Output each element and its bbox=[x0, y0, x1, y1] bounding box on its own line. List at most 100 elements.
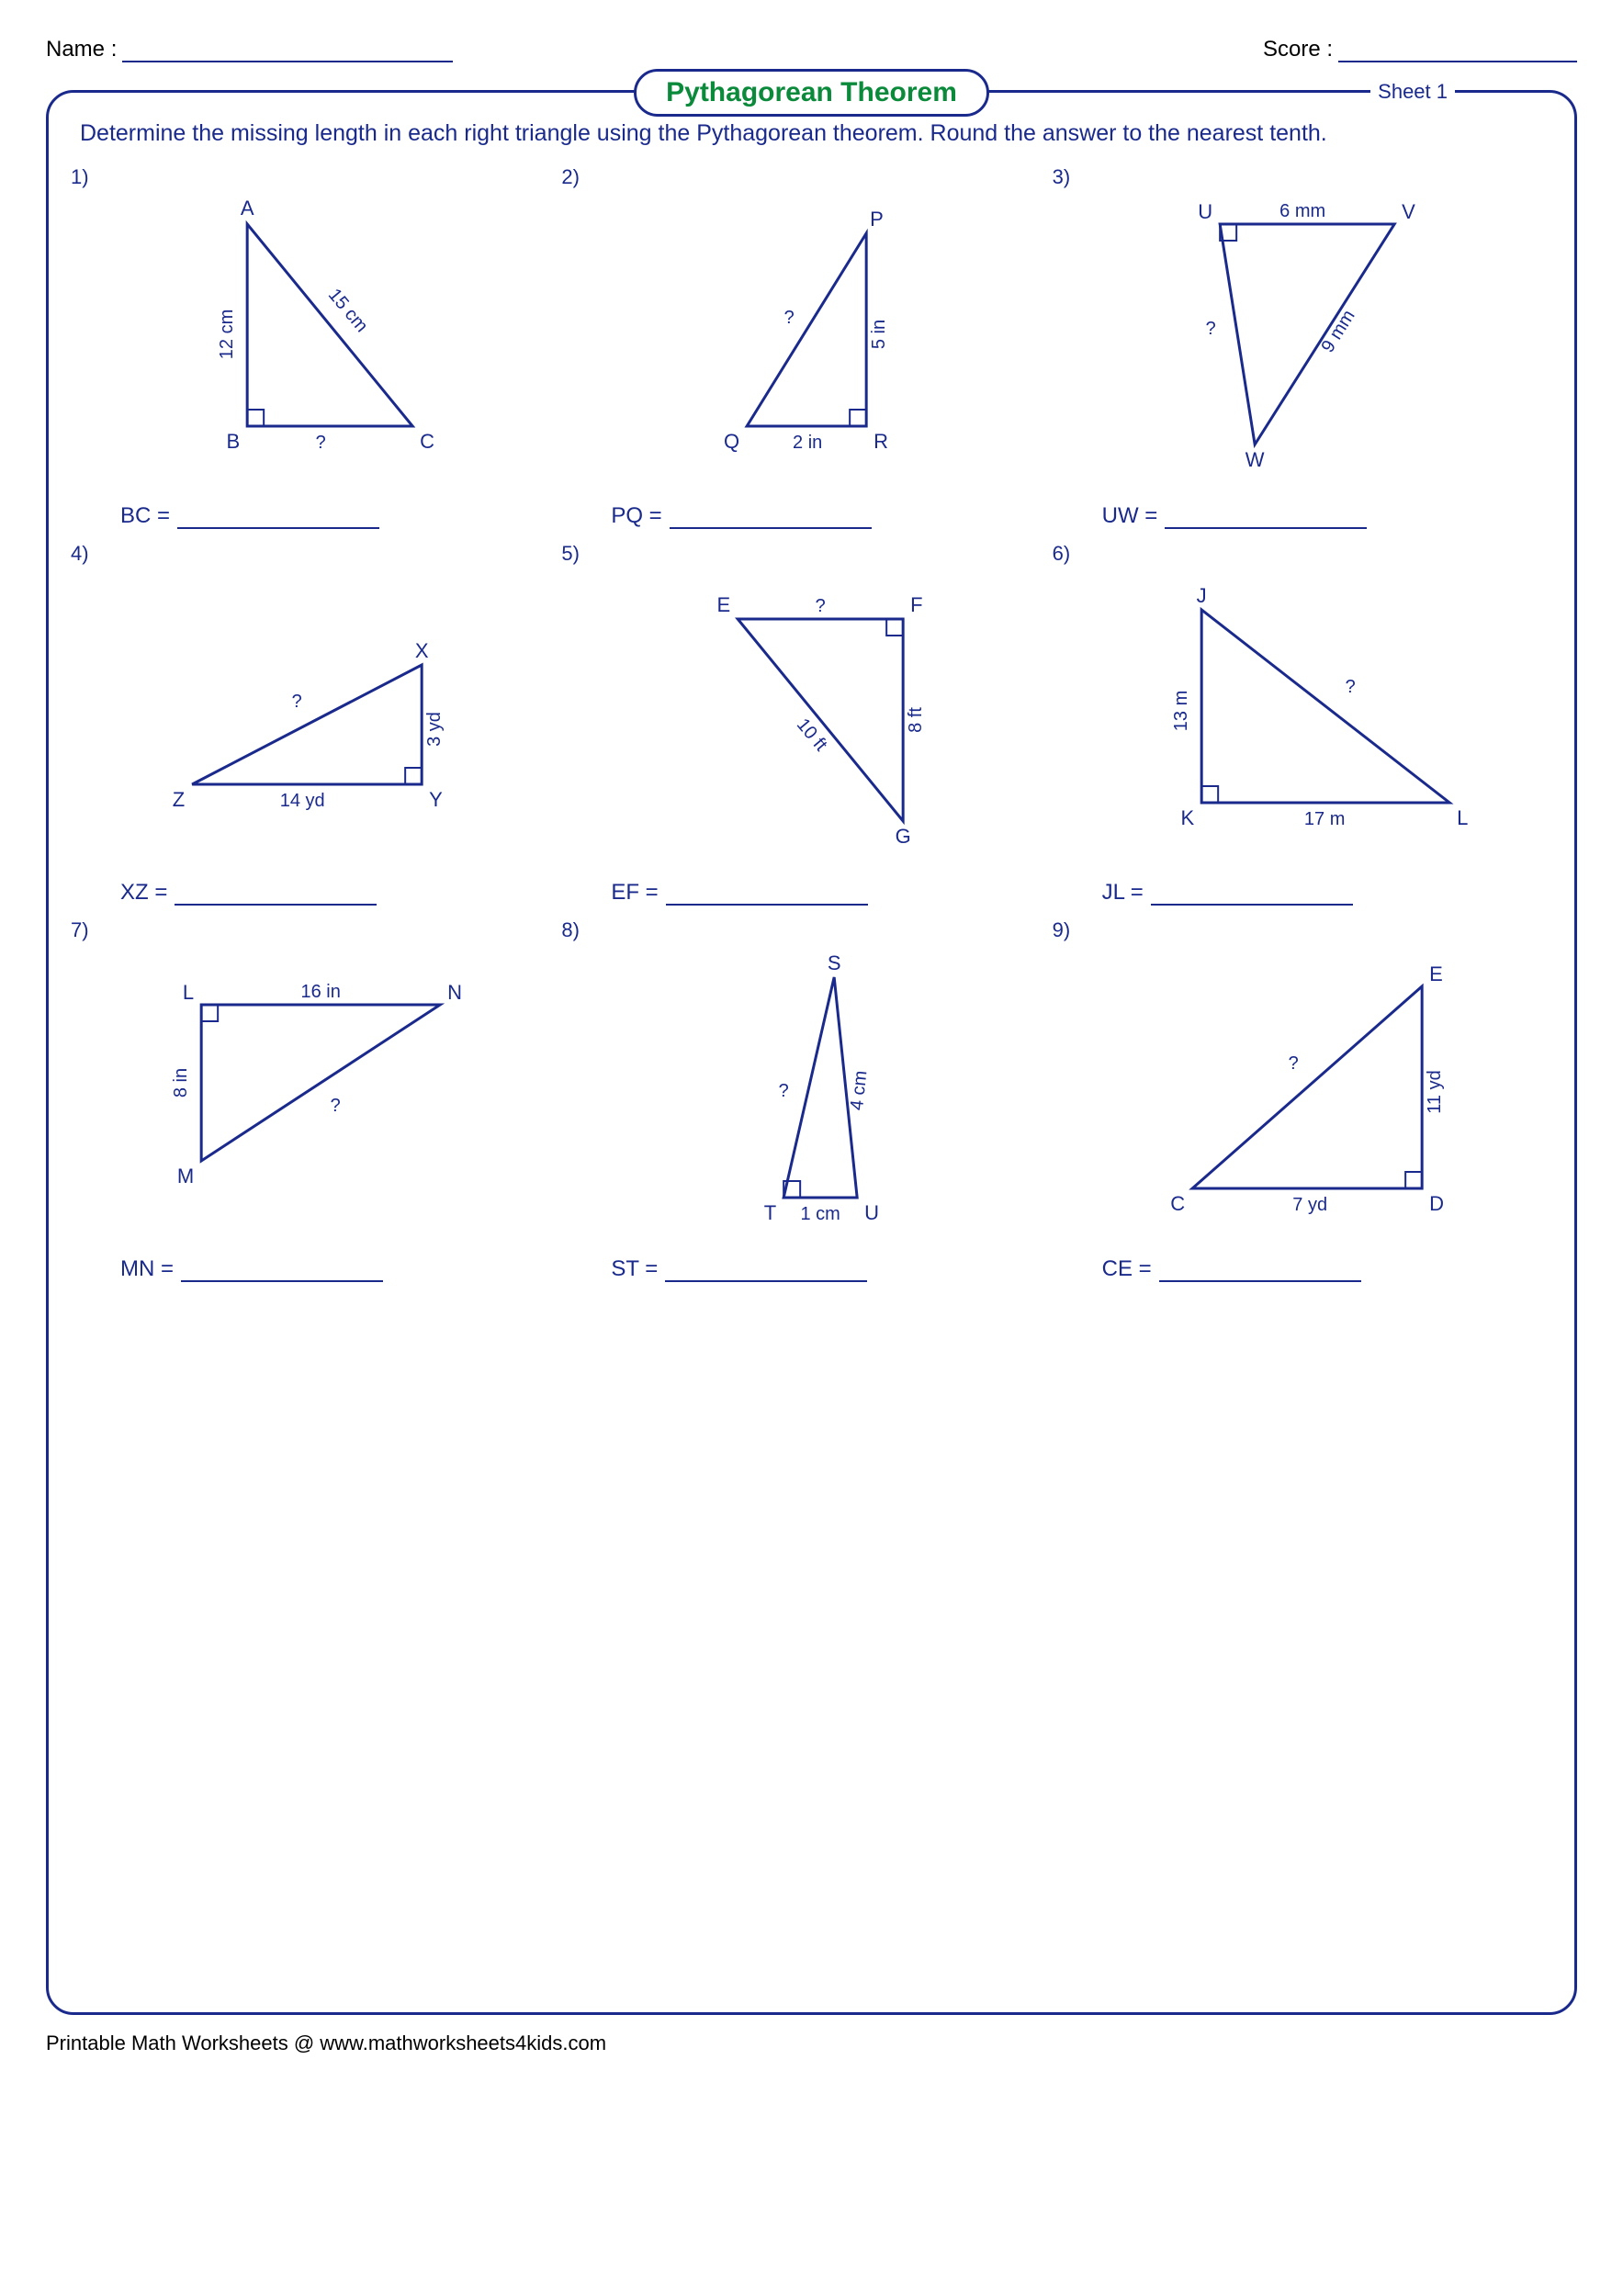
answer-row: XZ = bbox=[84, 880, 558, 906]
svg-text:?: ? bbox=[1345, 677, 1355, 697]
score-blank-line[interactable] bbox=[1338, 40, 1577, 62]
answer-label: CE = bbox=[1102, 1256, 1152, 1281]
svg-text:4 cm: 4 cm bbox=[847, 1070, 871, 1111]
svg-text:11 yd: 11 yd bbox=[1425, 1070, 1445, 1113]
problem-cell: 9) E D C 11 yd 7 yd ? CE = bbox=[1062, 918, 1543, 1286]
svg-text:F: F bbox=[910, 593, 922, 616]
answer-blank[interactable] bbox=[175, 884, 377, 906]
name-blank-line[interactable] bbox=[122, 40, 453, 62]
triangle-diagram: S T U 4 cm 1 cm ? bbox=[574, 922, 1048, 1253]
svg-text:5 in: 5 in bbox=[869, 320, 889, 349]
svg-text:7 yd: 7 yd bbox=[1292, 1195, 1327, 1215]
problem-cell: 8) S T U 4 cm 1 cm ? ST = bbox=[570, 918, 1052, 1286]
title-bar: Pythagorean Theorem Sheet 1 bbox=[49, 69, 1574, 117]
answer-blank[interactable] bbox=[177, 507, 379, 529]
svg-text:Y: Y bbox=[429, 788, 443, 811]
svg-text:L: L bbox=[1457, 806, 1468, 829]
answer-row: EF = bbox=[574, 880, 1048, 906]
svg-text:2 in: 2 in bbox=[793, 433, 822, 453]
svg-text:10 ft: 10 ft bbox=[793, 715, 831, 755]
svg-text:?: ? bbox=[292, 692, 302, 712]
svg-text:C: C bbox=[420, 430, 434, 453]
problem-cell: 2) P Q R 5 in 2 in ? PQ = bbox=[570, 165, 1052, 533]
problem-cell: 7) L N M 16 in 8 in ? MN = bbox=[80, 918, 561, 1286]
triangle-diagram: L N M 16 in 8 in ? bbox=[84, 922, 558, 1253]
svg-text:U: U bbox=[1198, 200, 1212, 223]
svg-text:C: C bbox=[1170, 1192, 1185, 1215]
triangle-diagram: E D C 11 yd 7 yd ? bbox=[1065, 922, 1539, 1253]
answer-label: EF = bbox=[611, 880, 658, 905]
triangle-diagram: U V W 6 mm 9 mm ? bbox=[1065, 169, 1539, 500]
svg-text:8 ft: 8 ft bbox=[906, 707, 926, 733]
answer-label: JL = bbox=[1102, 880, 1144, 905]
svg-text:6 mm: 6 mm bbox=[1279, 201, 1325, 221]
svg-text:3 yd: 3 yd bbox=[424, 712, 445, 747]
answer-row: BC = bbox=[84, 503, 558, 529]
answer-blank[interactable] bbox=[181, 1260, 383, 1282]
footer-text: Printable Math Worksheets @ www.mathwork… bbox=[46, 2032, 1577, 2055]
svg-text:?: ? bbox=[816, 596, 826, 616]
score-field: Score : bbox=[1263, 37, 1577, 62]
answer-row: ST = bbox=[574, 1256, 1048, 1282]
svg-text:8 in: 8 in bbox=[171, 1068, 191, 1097]
svg-text:G: G bbox=[896, 825, 911, 848]
answer-label: BC = bbox=[120, 503, 170, 528]
triangle-diagram: E F G ? 8 ft 10 ft bbox=[574, 546, 1048, 876]
svg-text:L: L bbox=[183, 981, 194, 1004]
triangle-diagram: A B C 12 cm 15 cm ? bbox=[84, 169, 558, 500]
instructions: Determine the missing length in each rig… bbox=[80, 120, 1543, 147]
problem-grid: 1) A B C 12 cm 15 cm ? BC = 2) bbox=[80, 165, 1543, 1286]
problem-cell: 1) A B C 12 cm 15 cm ? BC = bbox=[80, 165, 561, 533]
answer-blank[interactable] bbox=[1159, 1260, 1361, 1282]
triangle-diagram: J K L 13 m 17 m ? bbox=[1065, 546, 1539, 876]
svg-text:V: V bbox=[1402, 200, 1415, 223]
answer-label: PQ = bbox=[611, 503, 661, 528]
svg-text:?: ? bbox=[1288, 1053, 1298, 1074]
worksheet-frame: Pythagorean Theorem Sheet 1 Determine th… bbox=[46, 90, 1577, 2015]
problem-cell: 6) J K L 13 m 17 m ? JL = bbox=[1062, 542, 1543, 909]
answer-blank[interactable] bbox=[670, 507, 872, 529]
name-label: Name : bbox=[46, 37, 117, 62]
answer-label: UW = bbox=[1102, 503, 1158, 528]
svg-text:X: X bbox=[415, 639, 429, 662]
problem-cell: 4) X Y Z 3 yd 14 yd ? XZ = bbox=[80, 542, 561, 909]
svg-text:?: ? bbox=[316, 433, 326, 453]
svg-text:13 m: 13 m bbox=[1171, 691, 1191, 731]
worksheet-title: Pythagorean Theorem bbox=[634, 69, 989, 117]
svg-text:16 in: 16 in bbox=[300, 982, 340, 1002]
svg-text:E: E bbox=[717, 593, 731, 616]
answer-blank[interactable] bbox=[1151, 884, 1353, 906]
answer-label: XZ = bbox=[120, 880, 167, 905]
answer-label: ST = bbox=[611, 1256, 658, 1281]
svg-text:1 cm: 1 cm bbox=[801, 1204, 840, 1224]
svg-text:?: ? bbox=[784, 308, 795, 328]
svg-text:N: N bbox=[447, 981, 462, 1004]
svg-text:D: D bbox=[1429, 1192, 1444, 1215]
answer-row: UW = bbox=[1065, 503, 1539, 529]
svg-text:R: R bbox=[873, 430, 888, 453]
sheet-number: Sheet 1 bbox=[1370, 80, 1455, 104]
svg-text:?: ? bbox=[779, 1081, 789, 1101]
svg-text:K: K bbox=[1180, 806, 1194, 829]
triangle-diagram: X Y Z 3 yd 14 yd ? bbox=[84, 546, 558, 876]
svg-text:Z: Z bbox=[173, 788, 185, 811]
svg-text:E: E bbox=[1429, 962, 1443, 985]
answer-row: JL = bbox=[1065, 880, 1539, 906]
svg-text:M: M bbox=[177, 1165, 194, 1187]
answer-row: PQ = bbox=[574, 503, 1048, 529]
svg-text:?: ? bbox=[331, 1096, 341, 1116]
svg-text:W: W bbox=[1245, 448, 1264, 471]
name-field: Name : bbox=[46, 37, 453, 62]
worksheet-header: Name : Score : bbox=[46, 37, 1577, 62]
answer-blank[interactable] bbox=[1165, 507, 1367, 529]
svg-text:T: T bbox=[764, 1201, 776, 1224]
problem-cell: 3) U V W 6 mm 9 mm ? UW = bbox=[1062, 165, 1543, 533]
score-label: Score : bbox=[1263, 37, 1333, 62]
answer-blank[interactable] bbox=[666, 884, 868, 906]
svg-text:B: B bbox=[226, 430, 240, 453]
answer-row: CE = bbox=[1065, 1256, 1539, 1282]
svg-text:9 mm: 9 mm bbox=[1317, 307, 1358, 356]
svg-text:14 yd: 14 yd bbox=[280, 791, 325, 811]
answer-blank[interactable] bbox=[665, 1260, 867, 1282]
svg-text:12 cm: 12 cm bbox=[217, 310, 237, 359]
